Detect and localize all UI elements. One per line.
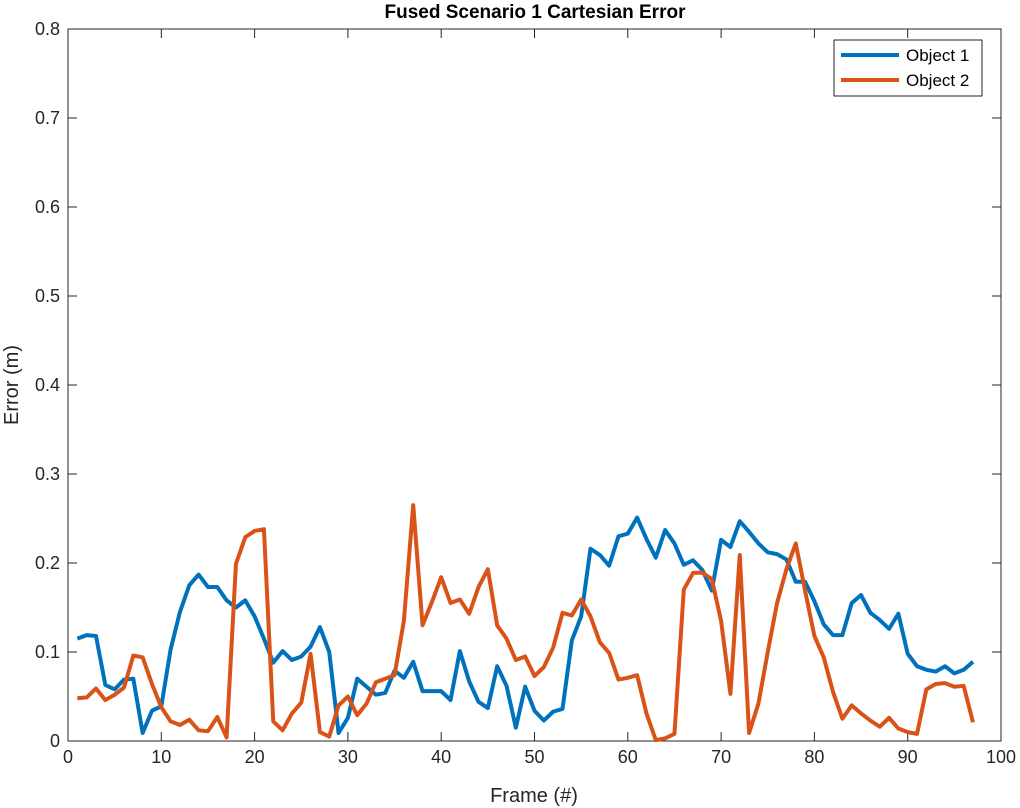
plot-area [67, 28, 1002, 742]
y-axis-label: Error (m) [1, 345, 23, 425]
x-tick-label: 20 [245, 747, 265, 767]
y-tick-label: 0.6 [35, 197, 60, 217]
x-tick-label: 50 [524, 747, 544, 767]
x-tick-label: 60 [618, 747, 638, 767]
y-tick-label: 0.4 [35, 375, 60, 395]
x-tick-label: 0 [63, 747, 73, 767]
y-tick-label: 0.3 [35, 464, 60, 484]
plot-frame [67, 28, 1002, 742]
legend: Object 1 Object 2 [833, 39, 983, 97]
x-tick-label: 70 [711, 747, 731, 767]
legend-label-1: Object 1 [906, 46, 969, 65]
legend-box [833, 39, 983, 97]
x-tick-label: 30 [338, 747, 358, 767]
x-axis-label: Frame (#) [490, 785, 578, 807]
y-tick-label: 0.2 [35, 553, 60, 573]
x-tick-label: 40 [431, 747, 451, 767]
y-tick-label: 0.7 [35, 108, 60, 128]
y-tick-label: 0.5 [35, 286, 60, 306]
series-line-2 [77, 503, 975, 743]
y-tick-label: 0.1 [35, 642, 60, 662]
y-axis: 0 0.1 0.2 0.3 0.4 0.5 0.6 0.7 0.8 [35, 19, 1001, 751]
x-tick-label: 100 [986, 747, 1016, 767]
chart-title: Fused Scenario 1 Cartesian Error [385, 2, 687, 23]
y-tick-label: 0 [50, 731, 60, 751]
series-layer [76, 503, 975, 743]
x-axis: 0 10 20 30 40 50 60 70 80 90 100 [63, 29, 1016, 767]
legend-label-2: Object 2 [906, 71, 969, 90]
series-line-1 [76, 515, 975, 735]
x-tick-label: 90 [898, 747, 918, 767]
y-tick-label: 0.8 [35, 19, 60, 39]
x-tick-label: 80 [804, 747, 824, 767]
x-tick-label: 10 [151, 747, 171, 767]
